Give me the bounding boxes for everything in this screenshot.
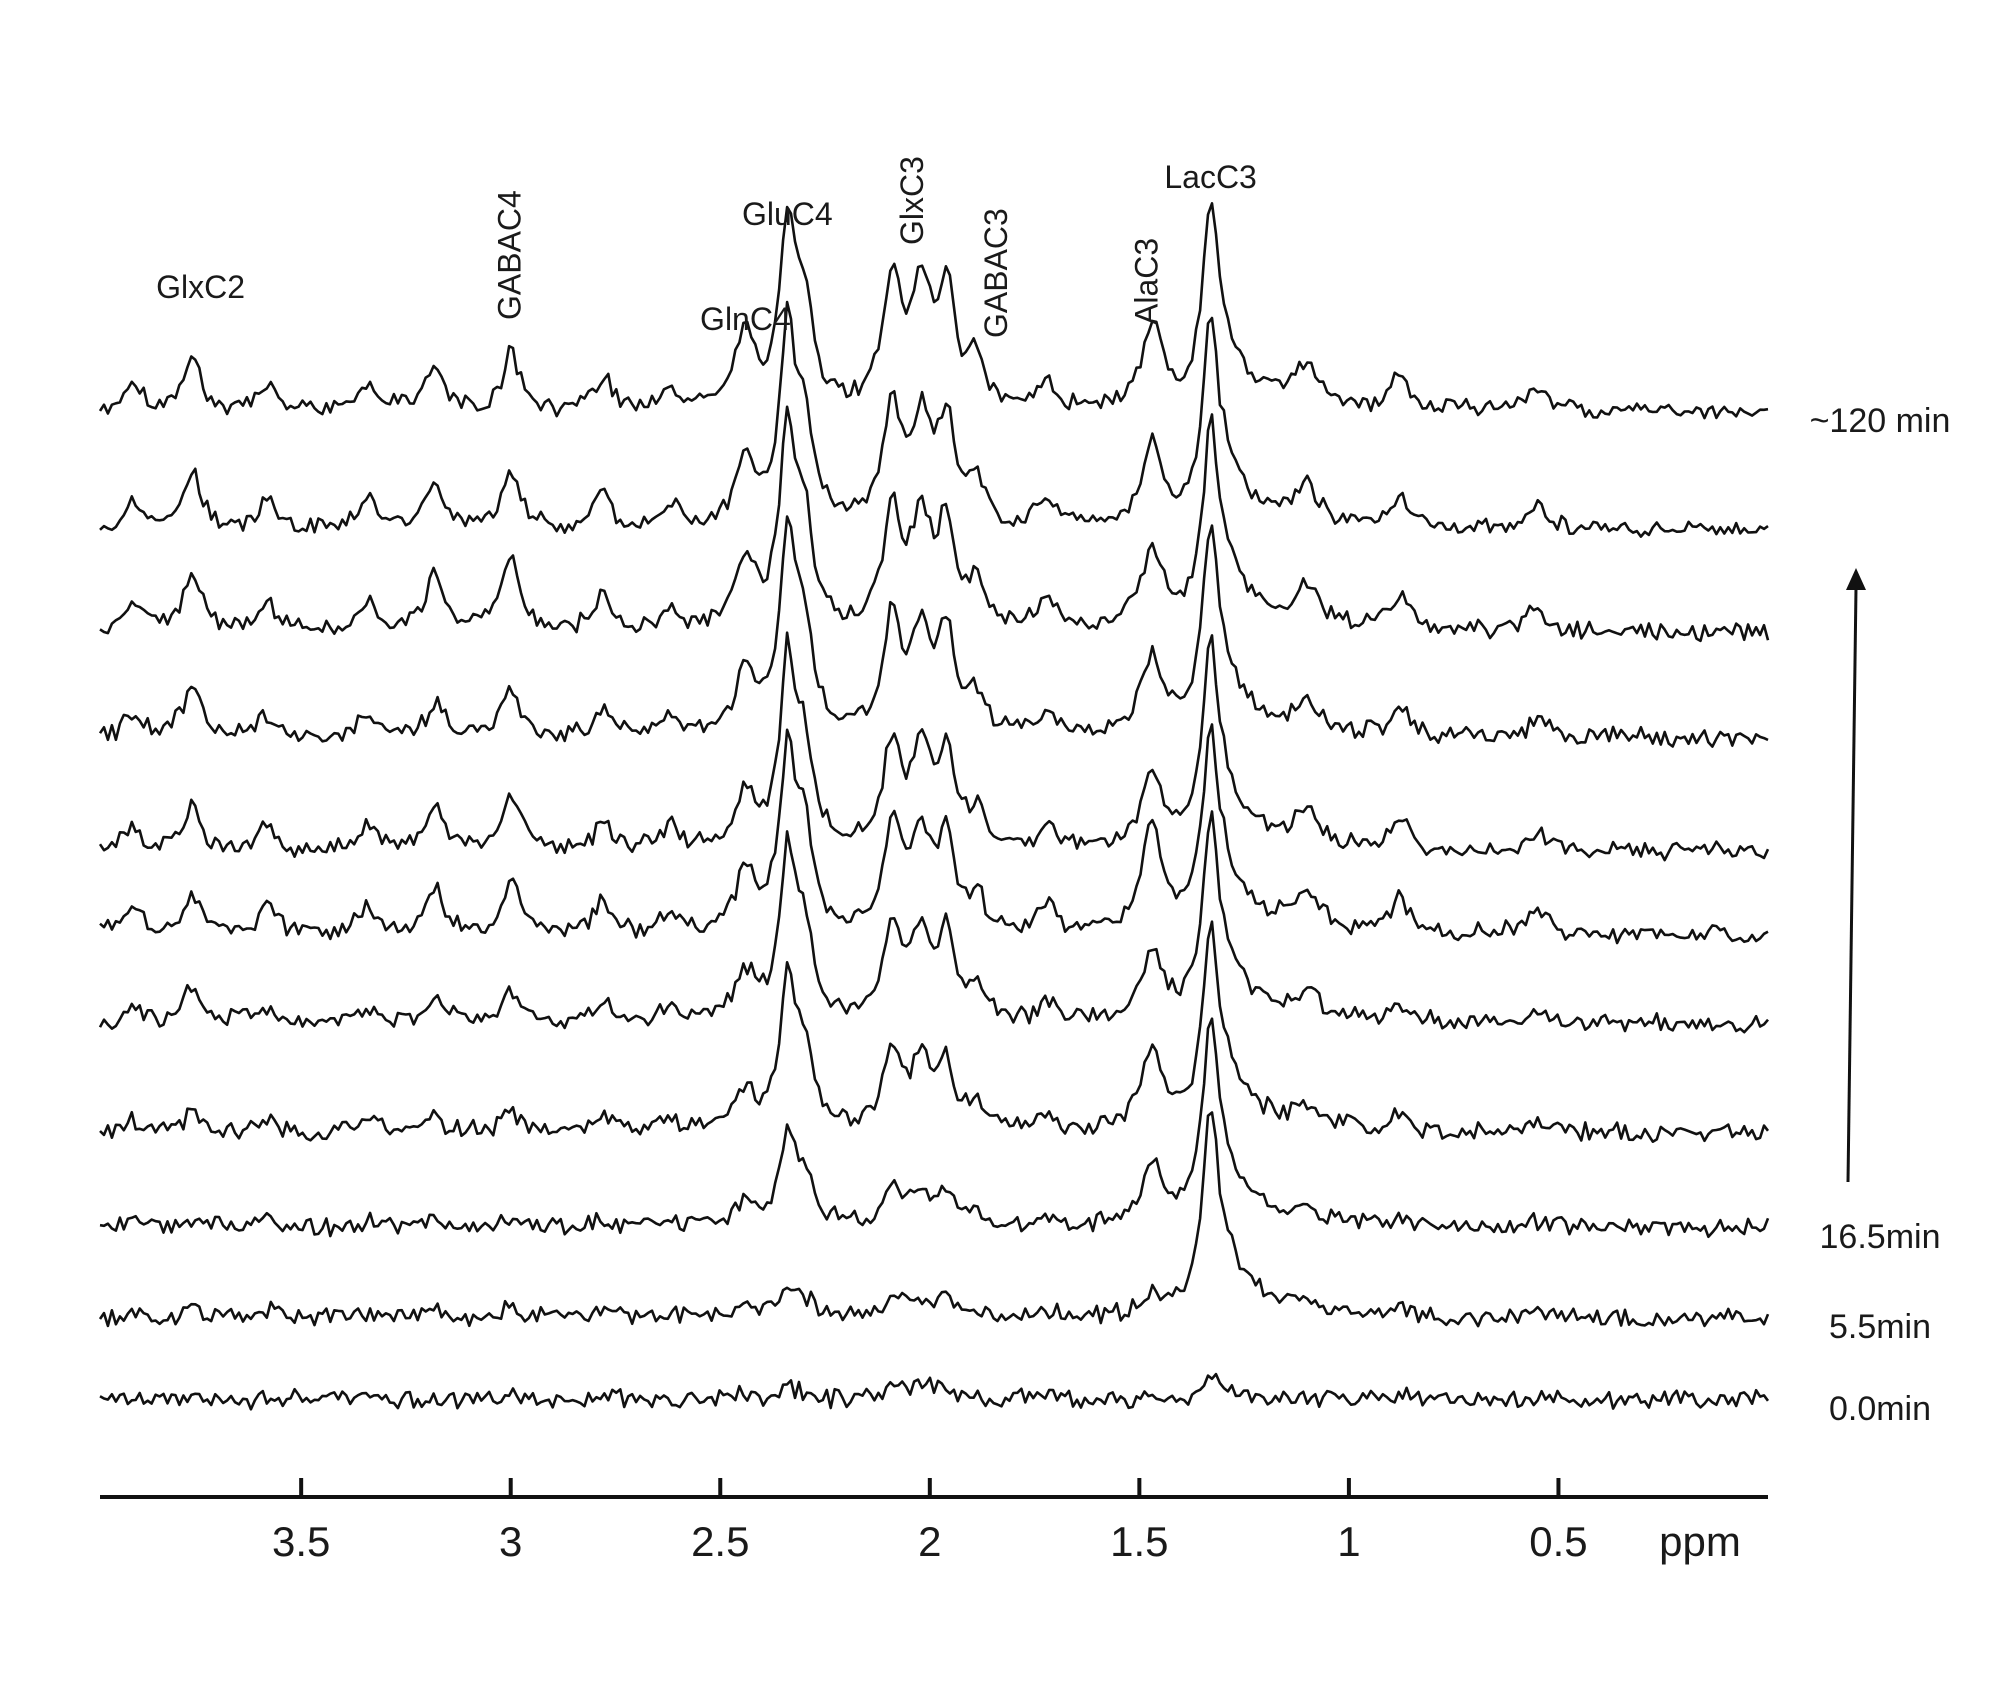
spectrum-line-4	[98, 810, 1769, 1034]
peak-label-gabac3: GABAC3	[978, 208, 1014, 338]
spectrum-line-10	[98, 202, 1769, 420]
time-labels-group: 0.0min 5.5min 16.5min ~120 min	[1810, 402, 1951, 1428]
peak-label-lacc3: LacC3	[1164, 159, 1257, 195]
spectrum-line-9	[99, 300, 1769, 538]
x-tick-label: 0.5	[1529, 1518, 1587, 1565]
peak-annotations-group: GlxC2 GABAC4 GlnC4 GluC4 GlxC3 GABAC3 AlaC3 Lac…	[156, 156, 1257, 338]
time-direction-arrow	[1846, 568, 1866, 1183]
x-axis-unit-label: ppm	[1659, 1518, 1741, 1565]
spectrum-line-3	[99, 920, 1770, 1143]
x-tick-label: 1.5	[1110, 1518, 1168, 1565]
spectrum-line-8	[99, 405, 1770, 643]
time-arrow-shaft	[1846, 587, 1858, 1183]
x-tick-label: 1	[1337, 1518, 1360, 1565]
time-label: 5.5min	[1829, 1308, 1931, 1346]
x-tick-label: 3	[499, 1518, 522, 1565]
spectra-group	[98, 202, 1770, 1411]
spectrum-line-0	[99, 1372, 1770, 1411]
time-label: 16.5min	[1820, 1218, 1941, 1256]
peak-label-glxc3: GlxC3	[894, 156, 930, 245]
x-ticks-group: 3.5 3 2.5 2 1.5 1 0.5	[272, 1478, 1588, 1565]
peak-label-alac3: AlaC3	[1129, 238, 1165, 325]
spectrum-line-2	[99, 1017, 1770, 1239]
peak-label-gabac4: GABAC4	[492, 190, 528, 320]
x-tick-label: 3.5	[272, 1518, 330, 1565]
spectrum-line-1	[98, 1111, 1770, 1328]
peak-label-gluc4: GluC4	[742, 196, 833, 232]
peak-label-glnc4: GlnC4	[700, 301, 791, 337]
spectrum-line-5	[99, 723, 1769, 945]
spectrum-line-6	[98, 631, 1770, 862]
time-label: ~120 min	[1810, 402, 1951, 440]
peak-label-glxc2: GlxC2	[156, 269, 245, 305]
x-tick-label: 2.5	[691, 1518, 749, 1565]
time-label: 0.0min	[1829, 1390, 1931, 1428]
spectrum-line-7	[98, 515, 1769, 748]
x-tick-label: 2	[918, 1518, 941, 1565]
time-arrow-head-icon	[1846, 568, 1866, 590]
